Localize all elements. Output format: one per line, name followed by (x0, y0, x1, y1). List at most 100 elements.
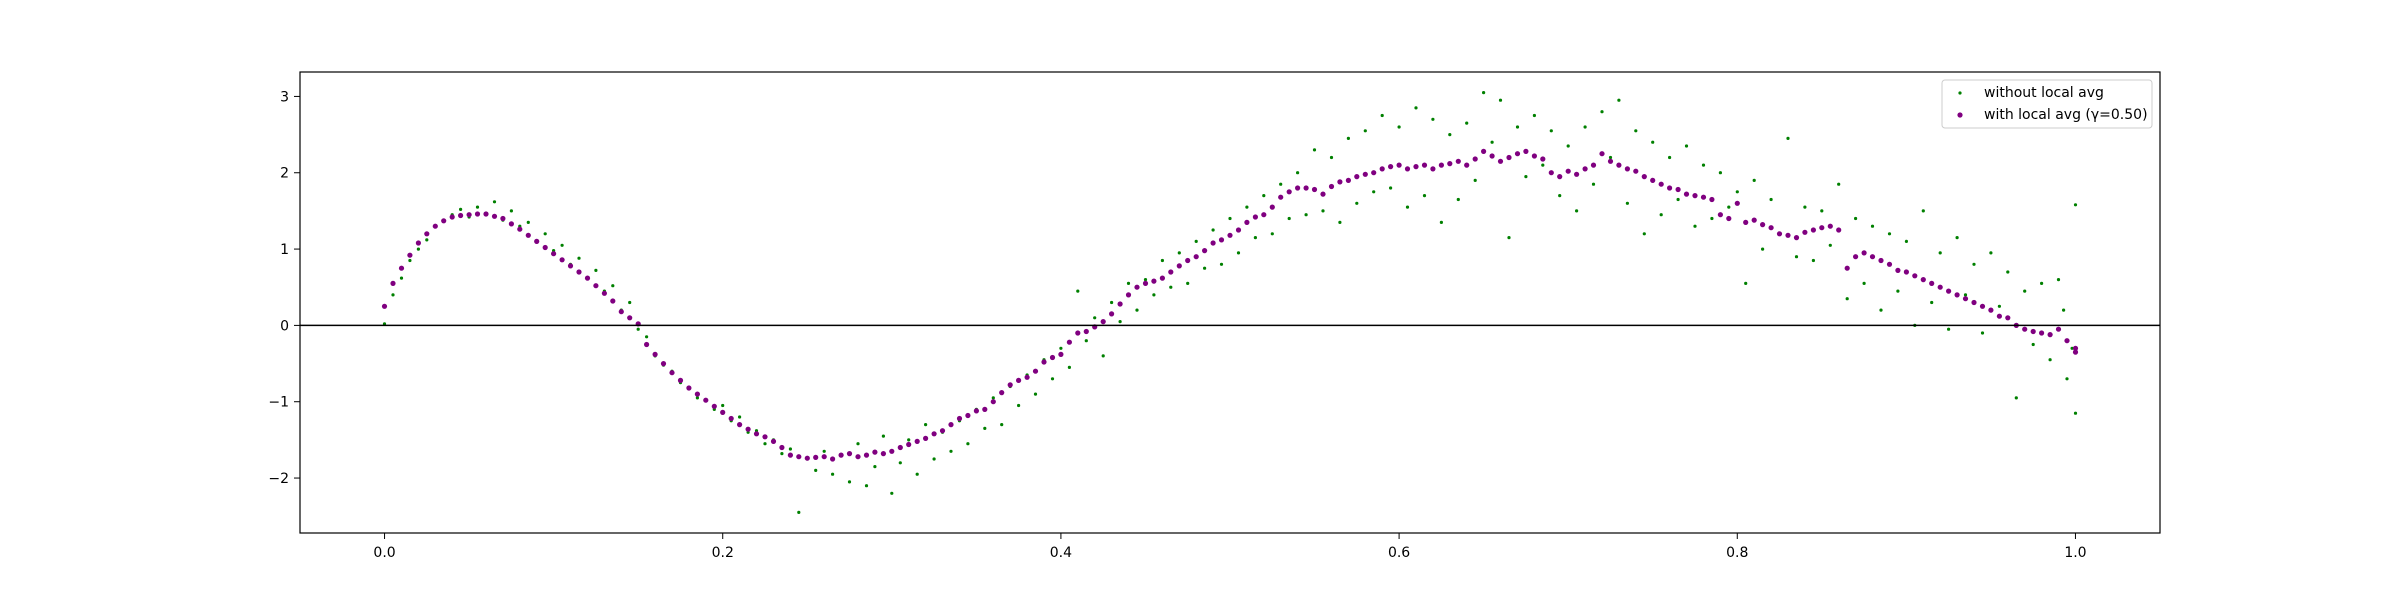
data-point (753, 431, 760, 437)
data-point (889, 448, 895, 454)
data-point (1110, 300, 1114, 305)
data-point (1769, 197, 1773, 202)
data-point (677, 377, 684, 383)
data-point (1345, 177, 1351, 183)
data-point (1050, 377, 1055, 381)
data-point (1548, 170, 1554, 176)
data-point (1862, 281, 1866, 285)
data-point (924, 423, 928, 427)
data-point (1810, 227, 1816, 233)
data-point (1397, 125, 1401, 129)
data-point (1203, 266, 1207, 270)
data-point (1066, 339, 1072, 345)
data-point (1396, 162, 1402, 168)
data-point (856, 442, 860, 446)
data-point (1083, 328, 1089, 335)
data-point (1845, 297, 1849, 301)
data-point (1624, 166, 1630, 172)
data-point (1490, 140, 1494, 144)
data-point (1371, 170, 1377, 176)
series-layer (381, 91, 2079, 514)
data-point (1261, 212, 1267, 218)
data-point (1734, 200, 1740, 206)
data-point (1634, 129, 1638, 133)
data-point (966, 442, 970, 446)
data-point (873, 465, 877, 469)
data-point (1439, 220, 1443, 224)
data-point (1659, 213, 1663, 217)
data-point (1996, 313, 2002, 319)
x-tick-label: 0.8 (1726, 545, 1748, 561)
data-point (779, 444, 785, 451)
data-point (797, 510, 801, 514)
data-point (1269, 204, 1275, 210)
data-point (932, 457, 936, 461)
data-point (601, 290, 608, 296)
x-tick-label: 0.0 (373, 545, 395, 561)
data-point (1058, 351, 1064, 357)
data-point (508, 221, 514, 227)
data-point (1625, 201, 1629, 205)
data-point (1084, 339, 1088, 343)
data-point (973, 408, 980, 414)
data-point (721, 403, 725, 408)
data-point (1338, 220, 1342, 224)
data-point (1405, 205, 1410, 209)
data-point (525, 232, 531, 238)
y-tick-label: 1 (280, 242, 289, 258)
data-point (1176, 263, 1182, 269)
data-point (416, 247, 420, 251)
data-point (822, 449, 826, 453)
y-tick-label: 2 (280, 166, 289, 182)
data-point (534, 238, 540, 244)
data-point (1152, 293, 1156, 297)
data-point (2005, 315, 2011, 321)
y-tick-label: −1 (268, 395, 289, 411)
data-point (1482, 91, 1486, 95)
data-point (1413, 164, 1419, 170)
data-point (804, 455, 810, 461)
data-point (441, 218, 447, 224)
data-point (1024, 374, 1030, 380)
x-axis: 0.0 0.2 0.4 0.6 0.8 1.0 (373, 533, 2087, 561)
data-point (1126, 281, 1131, 285)
data-point (1100, 319, 1106, 325)
data-point (1667, 185, 1673, 191)
data-point (1455, 158, 1461, 164)
data-point (728, 415, 734, 422)
data-point (1921, 209, 1925, 213)
data-point (906, 441, 912, 448)
data-point (1599, 151, 1605, 157)
data-point (1693, 224, 1697, 228)
data-point (1456, 197, 1460, 202)
data-point (1185, 257, 1191, 264)
data-point (500, 215, 506, 222)
legend-marker-with-local-avg (1957, 112, 1963, 118)
data-point (1979, 303, 1986, 309)
data-point (1262, 194, 1266, 198)
data-point (1236, 251, 1241, 255)
data-point (1228, 216, 1232, 221)
data-point (542, 244, 548, 251)
data-point (1472, 156, 1478, 162)
data-point (1379, 166, 1385, 172)
data-point (1549, 129, 1553, 133)
data-point (1227, 232, 1233, 238)
data-point (1853, 254, 1859, 260)
data-point (559, 257, 565, 263)
data-point (1642, 232, 1646, 236)
data-point (474, 211, 481, 217)
data-point (2048, 358, 2052, 362)
data-point (2073, 411, 2078, 415)
data-point (787, 452, 794, 458)
data-point (983, 426, 987, 430)
data-point (492, 200, 497, 204)
data-point (1878, 257, 1884, 264)
data-point (1700, 194, 1707, 200)
data-point (644, 341, 650, 348)
data-point (628, 300, 632, 305)
data-point (1962, 296, 1969, 302)
data-point (1566, 144, 1570, 148)
data-point (1743, 219, 1749, 225)
data-point (1142, 280, 1149, 286)
